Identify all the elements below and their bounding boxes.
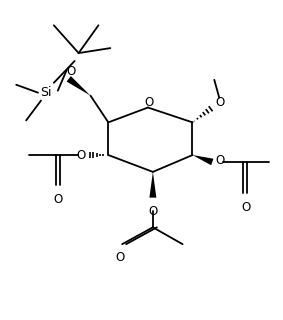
Text: O: O [76, 148, 85, 162]
Text: O: O [53, 193, 63, 206]
Text: O: O [66, 65, 75, 78]
Polygon shape [149, 172, 156, 198]
Text: Si: Si [40, 86, 52, 99]
Text: O: O [115, 251, 125, 264]
Text: O: O [144, 96, 154, 109]
Text: O: O [148, 204, 158, 218]
Text: O: O [241, 201, 250, 213]
Polygon shape [192, 155, 213, 165]
Text: O: O [215, 96, 224, 109]
Polygon shape [67, 76, 91, 96]
Text: O: O [215, 155, 224, 167]
